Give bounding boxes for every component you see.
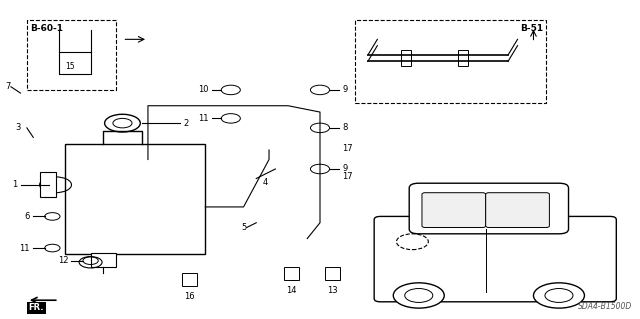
Text: SDA4-B1500D: SDA4-B1500D xyxy=(578,302,632,311)
Bar xyxy=(325,267,340,280)
Text: 7: 7 xyxy=(6,82,11,91)
Text: 1: 1 xyxy=(12,180,17,189)
Text: FR.: FR. xyxy=(29,303,44,312)
Circle shape xyxy=(534,283,584,308)
Text: 14: 14 xyxy=(286,286,296,295)
Circle shape xyxy=(394,283,444,308)
Text: 10: 10 xyxy=(198,85,209,94)
Text: 9: 9 xyxy=(342,85,348,94)
Bar xyxy=(458,50,468,66)
Text: 17: 17 xyxy=(342,144,353,153)
FancyBboxPatch shape xyxy=(422,193,486,227)
Text: 5: 5 xyxy=(241,223,246,232)
Text: 13: 13 xyxy=(328,286,338,295)
Text: 9: 9 xyxy=(342,165,348,174)
Text: 3: 3 xyxy=(15,123,20,132)
Text: 2: 2 xyxy=(183,119,188,128)
Bar xyxy=(91,253,116,267)
Circle shape xyxy=(404,288,433,302)
Text: 11: 11 xyxy=(198,114,209,123)
Text: 16: 16 xyxy=(184,292,195,301)
FancyBboxPatch shape xyxy=(374,216,616,302)
FancyBboxPatch shape xyxy=(486,193,549,227)
Circle shape xyxy=(545,288,573,302)
FancyBboxPatch shape xyxy=(65,144,205,254)
FancyBboxPatch shape xyxy=(355,20,546,103)
Text: 4: 4 xyxy=(262,178,268,188)
Bar xyxy=(401,50,411,66)
Text: 15: 15 xyxy=(65,62,75,71)
Bar xyxy=(182,273,197,286)
Text: 11: 11 xyxy=(20,243,30,253)
Text: 17: 17 xyxy=(342,172,353,182)
Text: B-60-1: B-60-1 xyxy=(30,24,63,33)
Text: 6: 6 xyxy=(25,212,30,221)
Text: 12: 12 xyxy=(58,256,68,265)
Bar xyxy=(284,267,299,280)
FancyBboxPatch shape xyxy=(409,183,568,234)
Text: 8: 8 xyxy=(342,123,348,132)
FancyBboxPatch shape xyxy=(27,20,116,90)
Text: B-51: B-51 xyxy=(520,24,543,33)
Bar xyxy=(40,172,56,197)
